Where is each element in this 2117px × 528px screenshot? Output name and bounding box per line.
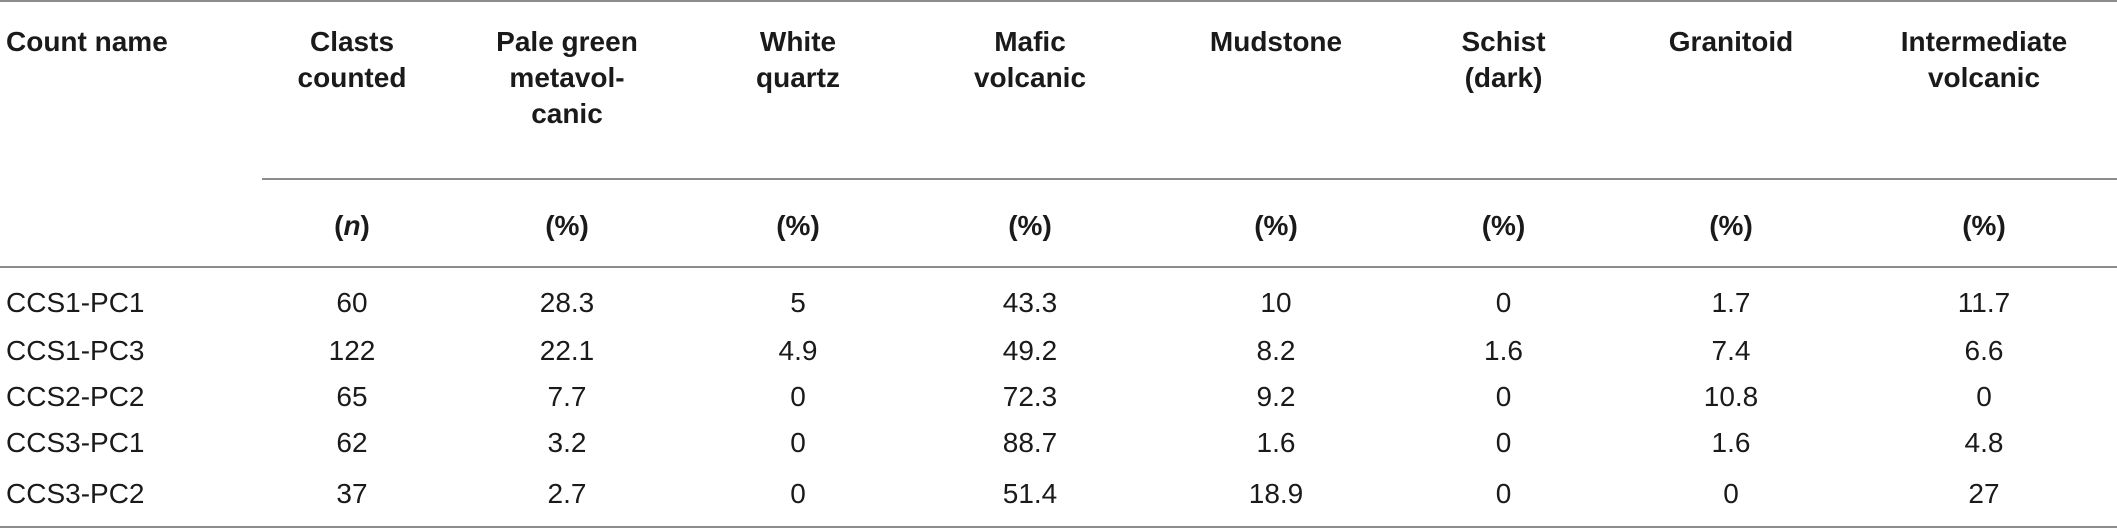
header-line: White <box>759 26 837 57</box>
unit-cell <box>0 179 262 267</box>
header-row: Count name Clasts counted Pale green met… <box>0 0 2117 179</box>
header-schist-dark: Schist (dark) <box>1396 0 1611 179</box>
value-cell: 10 <box>1260 287 1292 318</box>
unit-cell: (%) <box>1611 178 1851 267</box>
header-line: Clasts <box>309 26 395 57</box>
header-clasts-counted: Clasts counted <box>262 0 442 179</box>
header-line: (dark) <box>1464 62 1543 93</box>
header-mafic-volcanic: Mafic volcanic <box>904 0 1156 179</box>
header-pale-green-metavolcanic: Pale green metavol- canic <box>442 0 692 179</box>
header-line: canic <box>531 98 603 129</box>
value-cell: 0 <box>1611 466 1851 528</box>
value-cell: 72.3 <box>1002 381 1058 412</box>
value-cell: 0 <box>1495 427 1512 458</box>
header-line: Granitoid <box>1668 26 1794 57</box>
value-cell: 4.8 <box>1964 427 2004 458</box>
unit-n: n <box>343 210 361 241</box>
value-cell: 43.3 <box>1002 287 1058 318</box>
row-label-cell: CCS3-PC2 <box>0 466 262 528</box>
value-cell: 0 <box>1976 381 1992 412</box>
unit-cell: (%) <box>1851 178 2117 267</box>
value-cell: 27 <box>1851 466 2117 528</box>
header-white-quartz: White quartz <box>692 0 904 179</box>
header-line: Count name <box>6 26 168 57</box>
value-cell: 1.6 <box>1256 427 1296 458</box>
table-row: CCS3-PC2 37 2.7 0 51.4 18.9 0 0 27 <box>0 466 2117 528</box>
value-cell: 7.4 <box>1711 335 1751 366</box>
header-line: quartz <box>756 62 840 93</box>
unit-cell: (%) <box>1156 178 1396 267</box>
table-row: CCS1-PC1 60 28.3 5 43.3 10 0 1.7 11.7 <box>0 267 2117 328</box>
value-cell: 6.6 <box>1964 335 2004 366</box>
value-cell: 0 <box>1495 381 1512 412</box>
value-cell: 0 <box>790 427 806 458</box>
table-row: CCS1-PC3 122 22.1 4.9 49.2 8.2 1.6 7.4 6.6 <box>0 328 2117 374</box>
row-label-cell: CCS1-PC1 <box>6 287 145 318</box>
unit-cell: (%) <box>442 178 692 267</box>
header-intermediate-volcanic: Intermediate volcanic <box>1851 0 2117 179</box>
value-cell: 4.9 <box>778 335 818 366</box>
value-cell: 0 <box>1396 466 1611 528</box>
row-label-cell: CCS2-PC2 <box>6 381 145 412</box>
value-cell: 5 <box>790 287 806 318</box>
header-line: Intermediate <box>1900 26 2068 57</box>
value-cell: 18.9 <box>1156 466 1396 528</box>
value-cell: 11.7 <box>1957 287 2011 318</box>
value-cell: 65 <box>336 381 368 412</box>
value-cell: 88.7 <box>1002 427 1058 458</box>
value-cell: 2.7 <box>442 466 692 528</box>
header-line: Mudstone <box>1209 26 1343 57</box>
unit-cell: (%) <box>692 178 904 267</box>
header-line: metavol- <box>509 62 625 93</box>
table-row: CCS2-PC2 65 7.7 0 72.3 9.2 0 10.8 0 <box>0 374 2117 420</box>
value-cell: 122 <box>328 335 376 366</box>
value-cell: 1.6 <box>1484 335 1523 366</box>
header-mudstone: Mudstone <box>1156 0 1396 179</box>
header-granitoid: Granitoid <box>1611 0 1851 179</box>
units-row: (n) (%) (%) (%) (%) (%) (%) (%) <box>0 178 2117 267</box>
value-cell: 22.1 <box>539 335 595 366</box>
header-line: Mafic <box>994 26 1066 57</box>
table-row: CCS3-PC1 62 3.2 0 88.7 1.6 0 1.6 4.8 <box>0 420 2117 466</box>
value-cell: 51.4 <box>904 466 1156 528</box>
header-line: Schist <box>1461 26 1546 57</box>
value-cell: 1.6 <box>1711 427 1751 458</box>
value-cell: 37 <box>262 466 442 528</box>
value-cell: 60 <box>336 287 368 318</box>
header-line: volcanic <box>973 62 1087 93</box>
row-label-cell: CCS3-PC1 <box>6 427 145 458</box>
header-line: Pale green <box>496 26 638 57</box>
value-cell: 0 <box>1495 287 1512 318</box>
value-cell: 0 <box>692 466 904 528</box>
value-cell: 1.7 <box>1711 287 1751 318</box>
unit-cell: (n) <box>262 178 442 267</box>
header-count-name: Count name <box>0 0 262 179</box>
value-cell: 8.2 <box>1256 335 1296 366</box>
value-cell: 7.7 <box>547 381 587 412</box>
row-label-cell: CCS1-PC3 <box>6 335 145 366</box>
value-cell: 62 <box>336 427 368 458</box>
value-cell: 3.2 <box>547 427 587 458</box>
value-cell: 0 <box>790 381 806 412</box>
header-line: volcanic <box>1927 62 2041 93</box>
table-body: CCS1-PC1 60 28.3 5 43.3 10 0 1.7 11.7 CCS1-PC3 122… <box>0 267 2117 528</box>
value-cell: 49.2 <box>1002 335 1058 366</box>
value-cell: 28.3 <box>539 287 595 318</box>
value-cell: 9.2 <box>1256 381 1296 412</box>
header-line: counted <box>297 62 407 93</box>
unit-cell: (%) <box>1396 178 1611 267</box>
unit-cell: (%) <box>904 178 1156 267</box>
value-cell: 10.8 <box>1703 381 1759 412</box>
